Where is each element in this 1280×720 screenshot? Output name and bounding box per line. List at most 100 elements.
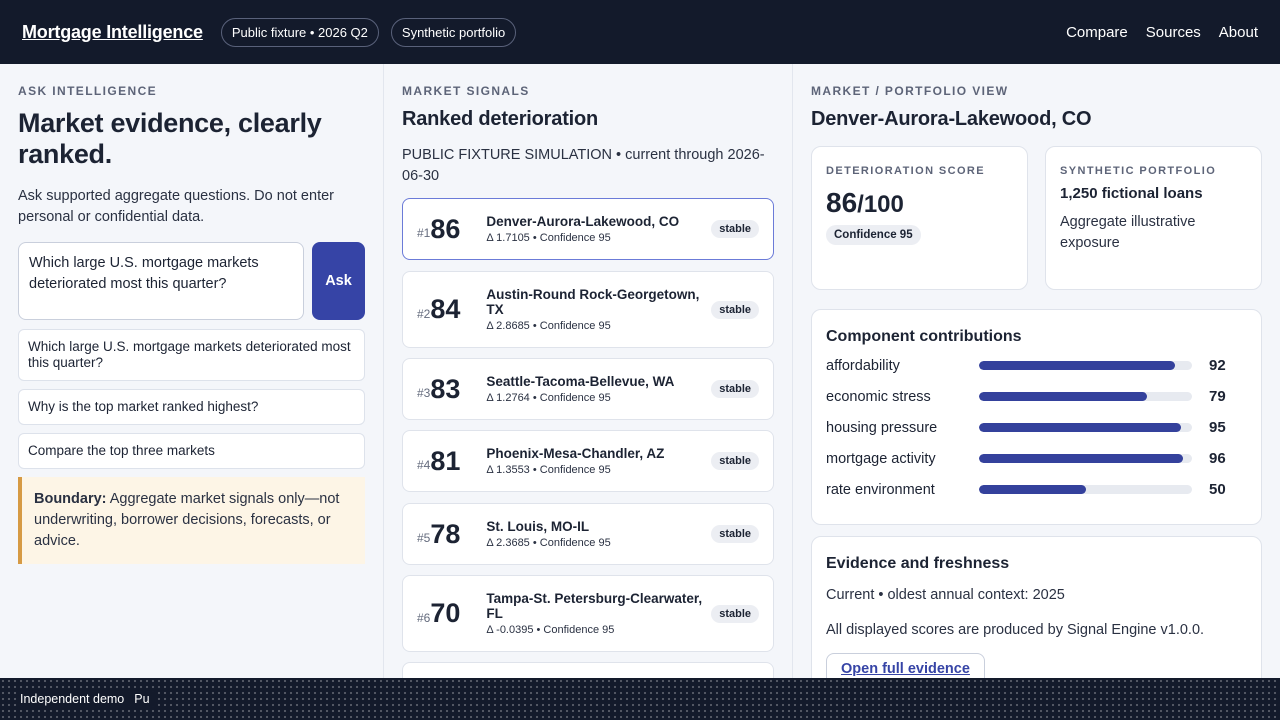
status-badge: stable [711,452,759,470]
components-title: Component contributions [826,328,1022,345]
brand-link[interactable]: Mortgage Intelligence [22,21,203,42]
component-label: economic stress [826,388,931,405]
market-meta: Δ 1.7105 • Confidence 95 [486,232,611,244]
rank-info: Austin-Round Rock-Georgetown, TX Δ 2.868… [480,287,711,332]
component-label: affordability [826,357,900,374]
rank-info: St. Louis, MO-IL Δ 2.3685 • Confidence 9… [480,519,711,549]
component-row: affordability 92 [826,350,1247,381]
status-badge: stable [711,525,759,543]
rank-number: #1 [417,226,431,240]
rank-score: 70 [430,598,461,628]
evidence-title: Evidence and freshness [826,555,1010,572]
market-card[interactable]: #5 78 St. Louis, MO-IL Δ 2.3685 • Confid… [402,503,774,565]
market-meta: Δ 2.3685 • Confidence 95 [486,537,611,549]
rank-number: #2 [417,306,431,321]
component-bar-fill [979,454,1184,463]
market-name: Seattle-Tacoma-Bellevue, WA [486,374,675,389]
ask-row: Which large U.S. mortgage markets deteri… [18,242,365,320]
rank-score: 83 [430,373,461,404]
signals-eyebrow: MARKET SIGNALS [402,84,530,98]
component-value: 79 [1209,388,1226,405]
rank-number: #3 [417,386,431,400]
evidence-panel: Evidence and freshness Current • oldest … [811,536,1262,678]
market-name: Austin-Round Rock-Georgetown, TX [486,287,700,317]
rank-score: 78 [430,518,461,549]
ask-lead: Ask supported aggregate questions. Do no… [18,188,334,225]
status-badge: stable [711,300,759,319]
portfolio-pill: Synthetic portfolio [390,17,517,47]
component-value: 50 [1209,481,1226,498]
signals-title: Ranked deterioration [402,108,599,130]
market-meta: Δ 1.3553 • Confidence 95 [486,464,611,476]
component-bar-fill [979,392,1148,401]
market-name: Tampa-St. Petersburg-Clearwater, FL [486,591,703,621]
component-value: 95 [1209,419,1226,436]
nav-compare[interactable]: Compare [1066,23,1128,41]
top-bar: Mortgage Intelligence Public fixture • 2… [0,0,1280,64]
component-bar-track [979,485,1192,494]
market-card[interactable]: #3 83 Seattle-Tacoma-Bellevue, WA Δ 1.27… [402,358,774,420]
rank-number: #5 [417,531,431,545]
question-input[interactable]: Which large U.S. mortgage markets deteri… [18,242,304,320]
rank-number: #4 [417,458,431,472]
score-max: /100 [857,191,904,218]
nav-about[interactable]: About [1218,23,1258,41]
component-bar-track [979,361,1192,370]
ask-title: Market evidence, clearly ranked. [18,108,322,169]
component-row: housing pressure 95 [826,412,1247,443]
status-badge: stable [711,604,759,623]
suggestion-item[interactable]: Which large U.S. mortgage markets deteri… [18,329,365,381]
component-bar-fill [979,485,1086,494]
market-card[interactable]: #4 81 Phoenix-Mesa-Chandler, AZ Δ 1.3553… [402,430,774,492]
component-label: housing pressure [826,419,938,436]
signals-panel: MARKET SIGNALS Ranked deterioration PUBL… [384,64,793,678]
simulation-note: PUBLIC FIXTURE SIMULATION • current thro… [402,147,765,184]
market-card[interactable]: #6 70 Tampa-St. Petersburg-Clearwater, F… [402,575,774,652]
main-nav: Compare Sources About [1066,24,1258,41]
market-card-partial[interactable] [402,662,774,678]
status-badge: stable [711,220,759,238]
suggestion-item[interactable]: Why is the top market ranked highest? [18,389,365,425]
component-bar-track [979,423,1192,432]
boundary-label: Boundary: [34,491,107,507]
component-row: mortgage activity 96 [826,443,1247,474]
portfolio-sub: Aggregate illustrative exposure [1060,214,1196,251]
rank-number: #6 [417,610,431,625]
portfolio-loans: 1,250 fictional loans [1060,185,1203,202]
boundary-notice: Boundary: Aggregate market signals only—… [18,477,365,564]
ask-button[interactable]: Ask [312,242,365,320]
market-card[interactable]: #1 86 Denver-Aurora-Lakewood, CO Δ 1.710… [402,198,774,260]
score-number: 86 [826,187,858,218]
ask-panel: ASK INTELLIGENCE Market evidence, clearl… [0,64,384,678]
component-value: 92 [1209,357,1226,374]
nav-sources[interactable]: Sources [1145,23,1201,41]
open-evidence-button[interactable]: Open full evidence [826,653,985,678]
rank-info: Phoenix-Mesa-Chandler, AZ Δ 1.3553 • Con… [480,446,711,476]
score-value: 86/100 [826,187,1013,219]
component-label: rate environment [826,481,935,498]
market-view-panel: MARKET / PORTFOLIO VIEW Denver-Aurora-La… [793,64,1280,678]
rank-info: Denver-Aurora-Lakewood, CO Δ 1.7105 • Co… [480,214,711,244]
footer-demo-text: Independent demo [20,692,131,706]
portfolio-label: SYNTHETIC PORTFOLIO [1060,165,1217,177]
fixture-pill: Public fixture • 2026 Q2 [220,17,379,47]
footer-partial-text: Pu [134,692,156,706]
rank-info: Seattle-Tacoma-Bellevue, WA Δ 1.2764 • C… [480,374,711,404]
status-badge: stable [711,380,759,398]
component-bars: affordability 92 economic stress 79 housing … [826,350,1247,505]
rank-score: 84 [430,294,461,324]
rank-score: 86 [430,213,461,244]
rank-info: Tampa-St. Petersburg-Clearwater, FL Δ -0… [480,591,711,636]
rank-score: 81 [430,445,461,476]
evidence-freshness: Current • oldest annual context: 2025 [826,587,1065,603]
component-label: mortgage activity [826,450,936,467]
market-name: St. Louis, MO-IL [486,519,590,534]
confidence-badge: Confidence 95 [826,225,921,245]
suggestion-item[interactable]: Compare the top three markets [18,433,365,469]
component-bar-fill [979,361,1175,370]
component-bar-track [979,392,1192,401]
component-contributions: Component contributions affordability 92 e… [811,309,1262,525]
score-label: DETERIORATION SCORE [826,165,986,177]
component-row: economic stress 79 [826,381,1247,412]
market-card[interactable]: #2 84 Austin-Round Rock-Georgetown, TX Δ… [402,271,774,348]
